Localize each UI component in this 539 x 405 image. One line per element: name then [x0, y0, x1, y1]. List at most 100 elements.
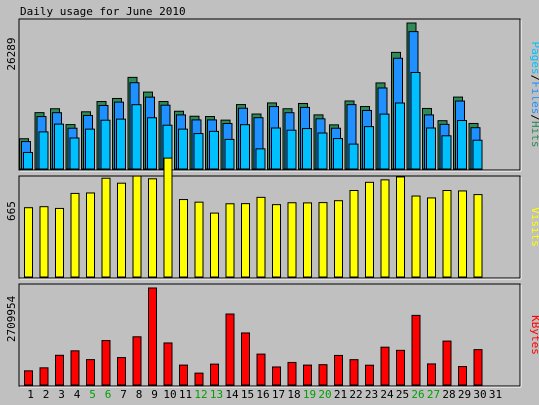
bar-kbytes — [225, 313, 235, 386]
bar-kbytes — [163, 342, 173, 386]
legend-kbytes: KBytes — [529, 315, 539, 355]
x-axis-day-labels: 1 2 3 4 5 6 7 8 9 10 11 12 13 14 15 16 17 18 19 20 21 22 23 24 2… — [27, 388, 502, 401]
bar-visits — [349, 190, 359, 278]
x-tick-day: 28 — [442, 388, 455, 401]
y-max-label-hits-files-pages: 26289 — [5, 37, 18, 70]
bar-pages — [240, 124, 250, 170]
bar-pages — [286, 129, 297, 170]
bar-pages — [379, 113, 390, 170]
bar-kbytes — [365, 364, 374, 386]
bar-kbytes — [117, 357, 126, 386]
bar-visits — [334, 200, 343, 278]
bar-visits — [411, 195, 421, 278]
x-tick-day: 23 — [365, 388, 378, 401]
y-max-label-kbytes: 2709954 — [5, 295, 18, 342]
bar-visits — [148, 178, 157, 278]
x-tick-day: 2 — [43, 388, 50, 401]
bar-pages — [147, 117, 157, 170]
legend-entry: KBytes — [529, 315, 539, 355]
bar-kbytes — [179, 364, 188, 386]
bar-visits — [210, 212, 219, 278]
bar-kbytes — [287, 361, 297, 386]
bar-pages — [395, 102, 405, 170]
bar-visits — [256, 196, 266, 278]
bar-kbytes — [256, 353, 266, 386]
x-tick-day: 19 — [303, 388, 316, 401]
x-tick-day: 5 — [89, 388, 96, 401]
bar-visits — [163, 157, 173, 278]
legend-entry: / — [529, 75, 539, 82]
bar-kbytes — [86, 359, 95, 386]
bar-visits — [442, 190, 452, 278]
bar-pages — [116, 118, 126, 170]
bar-visits — [241, 203, 250, 278]
bar-pages — [457, 120, 467, 170]
x-tick-day: 21 — [334, 388, 347, 401]
bar-visits — [55, 207, 64, 278]
bar-pages — [333, 138, 343, 170]
x-tick-day: 22 — [349, 388, 362, 401]
legend-entry: Pages — [529, 42, 539, 75]
bar-kbytes — [194, 372, 204, 386]
bar-pages — [38, 131, 49, 170]
x-tick-day: 1 — [27, 388, 34, 401]
bar-kbytes — [55, 354, 64, 386]
x-tick-day: 24 — [380, 388, 394, 401]
bar-pages — [224, 138, 235, 170]
bar-visits — [380, 179, 390, 278]
legend-visits: Visits — [529, 207, 539, 247]
panel-kbytes: 2709954 KBytes — [5, 283, 539, 388]
x-tick-day: 3 — [58, 388, 65, 401]
x-tick-day: 31 — [489, 388, 502, 401]
x-tick-day: 12 — [194, 388, 207, 401]
bar-kbytes — [396, 349, 405, 386]
legend-entry: Files — [529, 81, 539, 114]
bar-kbytes — [210, 363, 219, 386]
x-tick-day: 20 — [318, 388, 331, 401]
bar-pages — [441, 135, 452, 170]
bar-pages — [100, 119, 111, 170]
bar-pages — [131, 104, 142, 170]
bar-kbytes — [380, 346, 390, 386]
bar-pages — [178, 128, 188, 170]
bar-kbytes — [148, 287, 157, 386]
bar-visits — [458, 190, 467, 278]
x-tick-day: 10 — [163, 388, 176, 401]
x-tick-day: 7 — [120, 388, 127, 401]
bar-visits — [117, 182, 126, 278]
bar-pages — [271, 127, 281, 170]
bar-pages — [348, 143, 359, 170]
bar-pages — [54, 123, 64, 170]
bar-visits — [396, 176, 405, 278]
bar-kbytes — [349, 359, 359, 386]
bar-kbytes — [132, 336, 142, 386]
bar-visits — [287, 202, 297, 278]
x-tick-day: 16 — [256, 388, 269, 401]
bar-visits — [179, 199, 188, 278]
x-tick-day: 17 — [272, 388, 285, 401]
y-max-label-visits: 665 — [5, 201, 18, 221]
x-tick-day: 14 — [225, 388, 239, 401]
bar-pages — [85, 128, 95, 170]
bar-visits — [70, 192, 80, 278]
chart-title: Daily usage for June 2010 — [20, 5, 186, 18]
bar-pages — [255, 148, 266, 170]
bar-visits — [86, 192, 95, 278]
bar-kbytes — [241, 332, 250, 386]
legend-entry: Hits — [529, 121, 539, 148]
bar-kbytes — [473, 349, 483, 386]
bar-kbytes — [272, 366, 281, 386]
bar-kbytes — [101, 340, 111, 386]
x-tick-day: 29 — [458, 388, 471, 401]
bar-pages — [364, 126, 374, 170]
x-tick-day: 25 — [396, 388, 409, 401]
legend-hits-files-pages: Pages/Files/Hits — [529, 42, 539, 148]
bar-pages — [23, 151, 33, 170]
bar-visits — [225, 203, 235, 278]
x-tick-day: 8 — [136, 388, 143, 401]
bar-kbytes — [70, 350, 80, 386]
panel-visits: 665 Visits — [5, 157, 539, 280]
bar-kbytes — [442, 340, 452, 386]
